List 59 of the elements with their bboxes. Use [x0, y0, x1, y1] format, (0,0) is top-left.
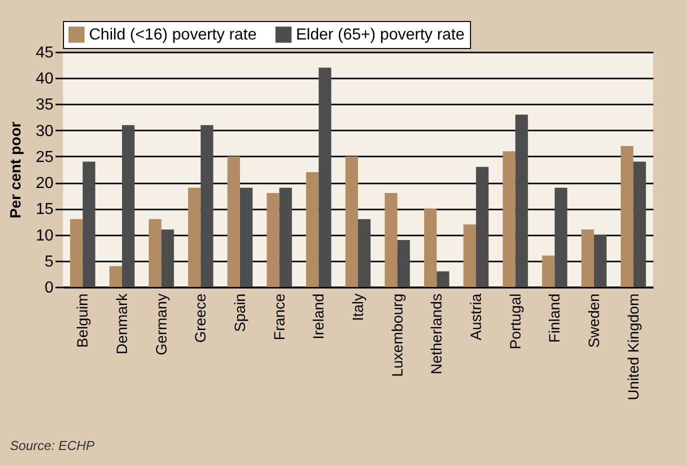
bar [424, 208, 437, 287]
x-tick-label: Belguim [74, 294, 92, 348]
source-note: Source: ECHP [10, 438, 95, 453]
legend-label: Elder (65+) poverty rate [296, 26, 465, 44]
y-tick-label: 5 [44, 253, 54, 270]
y-tick-label: 35 [36, 96, 54, 114]
y-tick-label: 25 [36, 148, 54, 166]
bar [82, 162, 96, 287]
y-tick-label: 15 [36, 201, 54, 218]
bar [594, 234, 607, 287]
bar [581, 230, 594, 287]
y-tick-label: 0 [44, 280, 54, 296]
bar [542, 256, 555, 287]
bar [200, 125, 214, 287]
y-tick-label: 45 [36, 44, 54, 62]
bar [227, 156, 240, 287]
bar [161, 230, 174, 287]
legend-label: Child (<16) poverty rate [89, 26, 257, 44]
y-tick-label: 30 [36, 122, 54, 140]
x-tick-label: Germany [153, 293, 170, 356]
x-tick-label: United Kingdom [625, 294, 642, 400]
bar [188, 188, 201, 287]
y-tick-label: 20 [36, 175, 54, 192]
x-tick-label: Ireland [310, 294, 328, 340]
x-tick-label: Greece [192, 294, 210, 343]
bar [240, 188, 253, 287]
y-tick-label: 10 [36, 227, 54, 244]
bar [266, 193, 280, 287]
bar [463, 224, 476, 287]
x-tick-label: Luxembourg [389, 294, 406, 377]
bar [306, 172, 319, 287]
bar [279, 188, 292, 287]
bar [476, 166, 489, 287]
bar [109, 266, 122, 287]
bar [122, 125, 135, 287]
x-tick-label: Netherlands [428, 294, 446, 374]
bar [436, 271, 450, 287]
bar [318, 68, 332, 287]
bar [358, 219, 371, 287]
bar [345, 156, 358, 287]
bar [502, 151, 516, 287]
x-tick-label: Sweden [586, 294, 603, 348]
x-tick-label: Italy [350, 293, 367, 322]
bar [397, 240, 410, 287]
bar [384, 193, 398, 287]
bar [515, 114, 528, 287]
y-tick-label: 40 [36, 70, 54, 88]
x-tick-label: Spain [232, 294, 249, 332]
bar [620, 146, 634, 287]
bar [70, 219, 83, 287]
y-axis-title: Per cent poor [8, 121, 25, 218]
x-tick-label: Portugal [507, 294, 524, 350]
bar [554, 188, 568, 287]
x-tick-label: Denmark [114, 293, 131, 354]
x-tick-label: France [271, 294, 288, 340]
bar [148, 219, 162, 287]
x-tick-label: Austria [468, 292, 485, 340]
bar [633, 162, 646, 287]
x-tick-label: Finland [546, 294, 564, 343]
